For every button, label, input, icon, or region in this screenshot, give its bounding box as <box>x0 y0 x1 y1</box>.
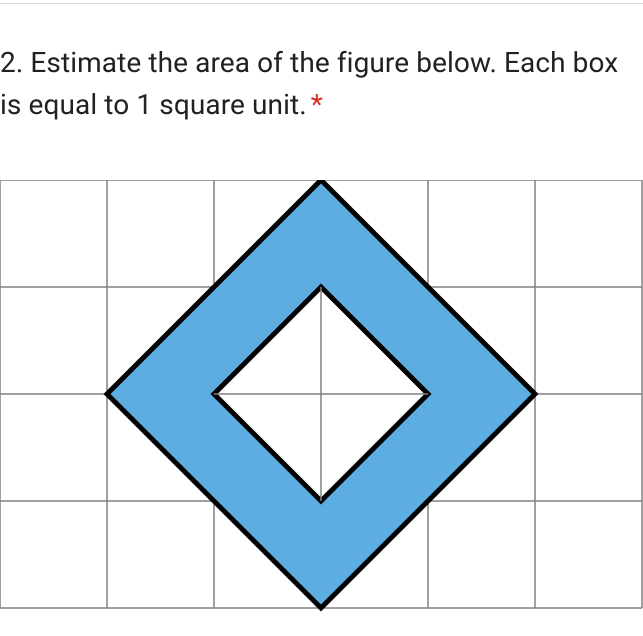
required-asterisk: * <box>311 88 323 121</box>
figure-container <box>0 180 643 620</box>
question-text: 2. Estimate the area of the figure below… <box>0 42 643 126</box>
question-number: 2 <box>0 46 16 79</box>
question-body: Estimate the area of the figure below. E… <box>0 46 618 121</box>
grid-diamond-figure <box>0 180 643 620</box>
question-container: 2. Estimate the area of the figure below… <box>0 4 643 126</box>
